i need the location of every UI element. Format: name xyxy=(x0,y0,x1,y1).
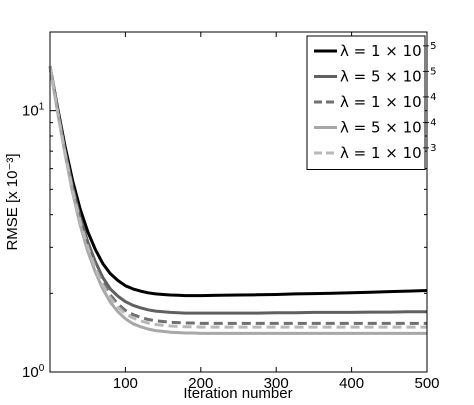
legend-entry-5: λ = 1 × 10−3 xyxy=(340,143,436,162)
legend-entry-2: λ = 5 × 10−5 xyxy=(340,67,436,86)
x-tick-label: 100 xyxy=(113,375,138,392)
x-axis-label: Iteration number xyxy=(183,385,292,402)
legend-entry-1: λ = 1 × 10−5 xyxy=(340,41,436,60)
y-axis-label: RMSE [x 10⁻³] xyxy=(4,153,21,250)
series-line-5 xyxy=(48,65,427,329)
y-tick-label: 101 xyxy=(22,102,45,120)
legend: λ = 1 × 10−5 λ = 5 × 10−5 λ = 1 × 10−4 λ = … xyxy=(306,35,436,170)
y-tick-label: 100 xyxy=(22,363,45,381)
series-line-1 xyxy=(48,65,428,298)
ticks-layer: 100 200 300 400 500 100 101 xyxy=(22,31,440,392)
series-layer xyxy=(48,65,428,335)
x-tick-label: 200 xyxy=(188,375,213,392)
x-tick-label: 500 xyxy=(414,375,439,392)
plot-frame xyxy=(49,31,428,373)
legend-entry-3: λ = 1 × 10−4 xyxy=(340,92,436,111)
legend-entry-4: λ = 5 × 10−4 xyxy=(340,118,436,137)
x-tick-label: 300 xyxy=(264,375,289,392)
x-tick-label: 400 xyxy=(339,375,364,392)
